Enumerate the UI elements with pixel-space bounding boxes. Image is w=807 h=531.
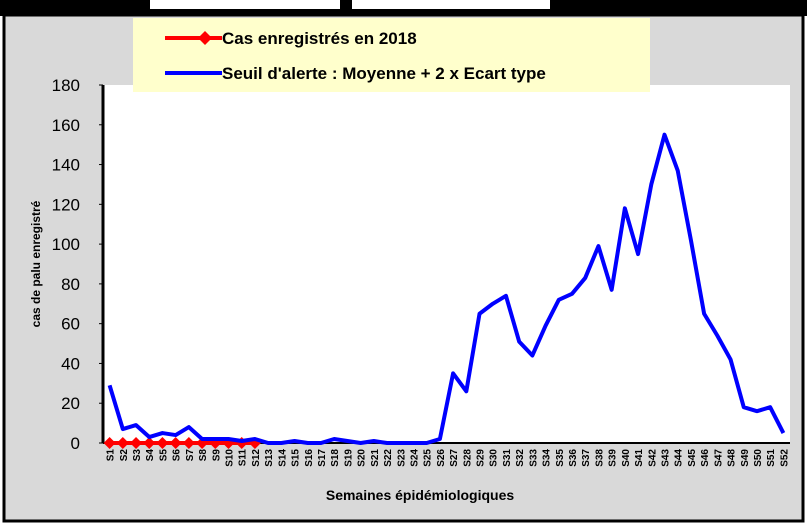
x-tick-label: S30 (489, 449, 500, 467)
x-tick-label: S10 (225, 449, 236, 467)
x-tick-label: S13 (264, 449, 275, 467)
x-tick-label: S48 (727, 449, 738, 467)
x-tick-label: S50 (753, 449, 764, 467)
x-tick-label: S38 (594, 449, 605, 467)
x-tick-label: S4 (145, 449, 156, 462)
y-tick-label: 140 (52, 156, 80, 175)
y-tick-label: 80 (61, 275, 80, 294)
x-tick-label: S5 (158, 449, 169, 462)
x-tick-label: S52 (779, 449, 790, 467)
y-tick-label: 160 (52, 116, 80, 135)
x-tick-label: S9 (211, 449, 222, 462)
x-tick-label: S6 (172, 449, 183, 462)
x-tick-label: S19 (343, 449, 354, 467)
y-tick-label: 0 (71, 434, 80, 453)
y-tick-label: 20 (61, 394, 80, 413)
x-tick-label: S47 (713, 449, 724, 467)
point (103, 437, 116, 449)
x-tick-label: S31 (502, 449, 513, 467)
point (130, 437, 143, 449)
y-tick-label: 180 (52, 76, 80, 95)
x-tick-label: S27 (449, 449, 460, 467)
x-tick-label: S20 (357, 449, 368, 467)
x-tick-label: S21 (370, 449, 381, 467)
x-tick-label: S45 (687, 449, 698, 467)
x-tick-label: S7 (185, 449, 196, 462)
y-tick-label: 100 (52, 235, 80, 254)
y-tick-label: 60 (61, 315, 80, 334)
x-tick-label: S3 (132, 449, 143, 462)
x-tick-label: S33 (528, 449, 539, 467)
point (182, 437, 195, 449)
y-tick-label: 40 (61, 354, 80, 373)
x-tick-label: S26 (436, 449, 447, 467)
x-tick-label: S22 (383, 449, 394, 467)
x-tick-label: S44 (674, 449, 685, 467)
x-tick-label: S11 (238, 449, 249, 467)
x-axis-label: Semaines épidémiologiques (326, 487, 514, 503)
x-tick-label: S35 (555, 449, 566, 467)
x-tick-label: S43 (660, 449, 671, 467)
legend-label: Seuil d'alerte : Moyenne + 2 x Ecart typ… (222, 64, 546, 83)
x-tick-label: S29 (476, 449, 487, 467)
legend-label: Cas enregistrés en 2018 (222, 29, 417, 48)
x-tick-label: S41 (634, 449, 645, 467)
x-tick-label: S23 (396, 449, 407, 467)
point (116, 437, 129, 449)
x-tick-label: S1 (106, 449, 117, 462)
x-tick-label: S36 (568, 449, 579, 467)
x-tick-label: S25 (423, 449, 434, 467)
x-tick-label: S34 (542, 449, 553, 467)
x-tick-label: S40 (621, 449, 632, 467)
point (156, 437, 169, 449)
point (169, 437, 182, 449)
legend (133, 18, 650, 92)
x-tick-label: S12 (251, 449, 262, 467)
x-tick-label: S42 (647, 449, 658, 467)
x-tick-label: S32 (515, 449, 526, 467)
x-tick-label: S37 (581, 449, 592, 467)
x-tick-label: S46 (700, 449, 711, 467)
plot-area (103, 85, 790, 443)
top-gap (150, 0, 340, 9)
x-tick-label: S8 (198, 449, 209, 462)
x-tick-label: S51 (766, 449, 777, 467)
x-tick-label: S2 (119, 449, 130, 462)
y-tick-label: 120 (52, 195, 80, 214)
x-tick-label: S28 (462, 449, 473, 467)
series-line (107, 132, 786, 445)
x-tick-label: S24 (409, 449, 420, 467)
x-tick-label: S16 (304, 449, 315, 467)
point (143, 437, 156, 449)
legend-marker (198, 31, 212, 45)
x-tick-label: S49 (740, 449, 751, 467)
x-tick-label: S15 (291, 449, 302, 467)
x-tick-label: S18 (330, 449, 341, 467)
x-tick-label: S17 (317, 449, 328, 467)
x-tick-label: S14 (277, 449, 288, 467)
top-gap (352, 0, 550, 9)
y-axis-label: cas de palu enregistré (29, 200, 43, 327)
x-tick-label: S39 (608, 449, 619, 467)
